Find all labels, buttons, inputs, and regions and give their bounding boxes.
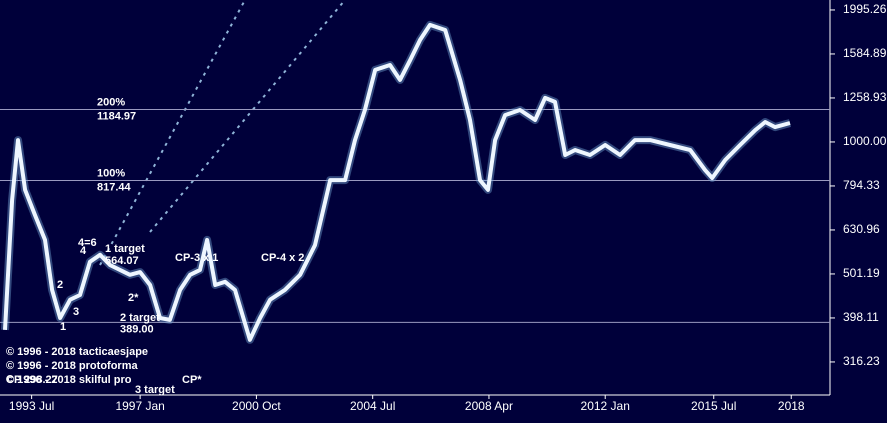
x-tick-label: 1993 Jul <box>9 399 54 413</box>
annotation: 564.07 <box>105 255 139 267</box>
annotation: © 1996 - 2018 skilful pro <box>6 374 132 386</box>
annotation: 4=6 <box>78 237 97 249</box>
annotation: 1 target <box>105 243 145 255</box>
y-tick-label: 794.33 <box>843 178 880 192</box>
annotation: 2* <box>128 292 139 304</box>
x-tick-label: 2000 Oct <box>232 399 281 413</box>
x-tick-label: 2012 Jan <box>581 399 630 413</box>
annotation: © 1996 - 2018 tacticaesjape <box>6 346 148 358</box>
y-tick-label: 1584.89 <box>843 46 887 60</box>
y-tick-label: 1000.00 <box>843 134 887 148</box>
level-value: 389.00 <box>120 323 154 335</box>
annotation: CP-4 x 2 <box>261 252 304 264</box>
annotation: © 1996 - 2018 protoforma <box>6 360 138 372</box>
x-tick-label: 2008 Apr <box>465 399 513 413</box>
level-label: 200% <box>97 96 125 108</box>
annotation: 1 <box>60 321 66 333</box>
annotation: CP 298.27 <box>6 374 58 386</box>
y-tick-label: 1995.26 <box>843 2 887 16</box>
annotation: 3 <box>73 306 79 318</box>
x-tick-label: 2004 Jul <box>350 399 395 413</box>
x-tick-label: 1997 Jan <box>115 399 164 413</box>
y-tick-label: 630.96 <box>843 222 880 236</box>
y-tick-label: 1258.93 <box>843 90 887 104</box>
trend-line <box>99 0 246 266</box>
level-label: 100% <box>97 167 125 179</box>
x-tick-label: 2015 Jul <box>691 399 736 413</box>
annotation: 2 <box>57 279 63 291</box>
y-tick-label: 316.23 <box>843 354 880 368</box>
x-tick-label: 2018 <box>778 399 805 413</box>
annotation: CP-3 x 1 <box>175 252 218 264</box>
level-value: 817.44 <box>97 181 132 193</box>
annotation: CP* <box>182 374 202 386</box>
annotation: 4 <box>80 245 87 257</box>
annotation: 3 target <box>135 384 175 396</box>
trend-line <box>149 0 346 233</box>
y-tick-label: 398.11 <box>843 310 879 324</box>
line <box>3 22 791 342</box>
level-value: 1184.97 <box>97 110 136 122</box>
y-tick-label: 501.19 <box>843 266 880 280</box>
annotation: 2 target <box>120 312 160 324</box>
